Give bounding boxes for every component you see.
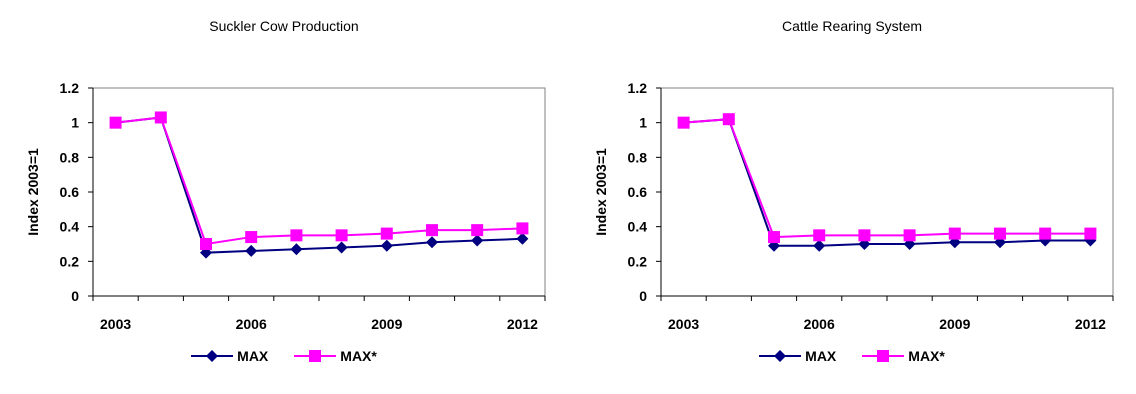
- diamond-marker-icon: [191, 350, 234, 362]
- data-point-max-star: [380, 227, 393, 240]
- x-tick-label: 2006: [236, 316, 267, 332]
- chart-plot-svg: 0 0.2 0.4 0.6 0.8 1 1.2 2003 2006 2009 2012 Index 2…: [25, 80, 546, 332]
- series-line-max: [115, 116, 523, 254]
- y-tick-label: 1: [71, 115, 79, 131]
- chart-title: Suckler Cow Production: [209, 18, 359, 34]
- chart-suckler-cow: Suckler Cow Production 0 0.2 0.4 0.6 0.8 1 1.2…: [0, 18, 568, 368]
- y-tick-label: 1.2: [60, 80, 80, 96]
- diamond-marker-icon: [759, 350, 802, 362]
- y-tick-label: 0.4: [628, 219, 648, 235]
- y-axis-title: Index 2003=1: [25, 148, 41, 236]
- legend-label: MAX: [805, 348, 837, 364]
- data-point-max: [516, 232, 529, 245]
- data-point-max-star: [426, 224, 438, 237]
- y-axis-title: Index 2003=1: [593, 148, 609, 236]
- legend-item-max-star: MAX*: [294, 348, 377, 364]
- y-tick-label: 0.8: [628, 149, 648, 165]
- chart-legend: MAX MAX*: [568, 344, 1136, 368]
- legend-label: MAX: [237, 348, 269, 364]
- square-marker-icon: [862, 350, 905, 362]
- data-point-max-star: [677, 116, 690, 129]
- series-line-max-star: [683, 118, 1091, 239]
- y-tick-label: 0.2: [628, 253, 648, 269]
- data-point-max-star: [200, 238, 212, 250]
- data-point-max-star: [858, 229, 871, 242]
- data-point-max-star: [471, 224, 484, 237]
- series-line-max: [683, 118, 1091, 247]
- y-tick-label: 0: [639, 288, 647, 304]
- chart-cattle-rearing: Cattle Rearing System 0 0.2 0.4 0.6 0.8 1 1.2 2…: [568, 0, 1136, 394]
- legend-item-max: MAX: [759, 348, 836, 364]
- data-point-max-star: [903, 229, 916, 242]
- x-tick-label: 2003: [100, 316, 131, 332]
- data-point-max-star: [335, 229, 348, 242]
- data-point-max-star: [813, 229, 826, 242]
- y-tick-label: 1.2: [628, 80, 648, 96]
- data-point-max: [813, 239, 826, 252]
- data-point-max: [290, 243, 303, 256]
- chart-plot-svg: 0 0.2 0.4 0.6 0.8 1 1.2 2003 2006 2009 2012 Index 2…: [593, 80, 1114, 332]
- square-marker-icon: [294, 350, 337, 362]
- data-point-max-star: [109, 116, 122, 129]
- y-tick-label: 0.4: [60, 219, 80, 235]
- data-point-max: [380, 239, 393, 252]
- data-point-max: [335, 241, 348, 254]
- data-point-max-star: [154, 111, 167, 124]
- data-point-max-star: [994, 227, 1006, 240]
- legend-label: MAX*: [908, 348, 945, 364]
- y-tick-label: 0.8: [60, 149, 80, 165]
- chart-title: Cattle Rearing System: [781, 18, 923, 34]
- y-tick-label: 0.2: [60, 253, 80, 269]
- data-point-max: [426, 236, 438, 249]
- x-tick-label: 2009: [939, 316, 970, 332]
- legend-item-max: MAX: [191, 348, 268, 364]
- legend-label: MAX*: [340, 348, 377, 364]
- x-tick-label: 2003: [668, 316, 699, 332]
- data-point-max-star: [1039, 227, 1052, 240]
- y-tick-label: 0.6: [60, 184, 80, 200]
- x-tick-label: 2006: [804, 316, 835, 332]
- data-point-max-star: [290, 229, 303, 242]
- data-point-max: [245, 244, 258, 257]
- x-tick-label: 2012: [1075, 316, 1106, 332]
- series-line-max-star: [115, 116, 523, 246]
- data-point-max-star: [768, 231, 780, 244]
- chart-legend: MAX MAX*: [0, 344, 568, 368]
- data-point-max-star: [722, 113, 735, 126]
- data-point-max-star: [516, 222, 529, 235]
- data-point-max-star: [245, 231, 258, 244]
- legend-item-max-star: MAX*: [862, 348, 945, 364]
- x-tick-label: 2009: [371, 316, 402, 332]
- x-tick-label: 2012: [507, 316, 538, 332]
- data-point-max-star: [948, 227, 961, 240]
- y-tick-label: 1: [639, 115, 647, 131]
- data-point-max-star: [1084, 227, 1097, 240]
- y-tick-label: 0.6: [628, 184, 648, 200]
- y-tick-label: 0: [71, 288, 79, 304]
- data-point-max: [471, 234, 484, 247]
